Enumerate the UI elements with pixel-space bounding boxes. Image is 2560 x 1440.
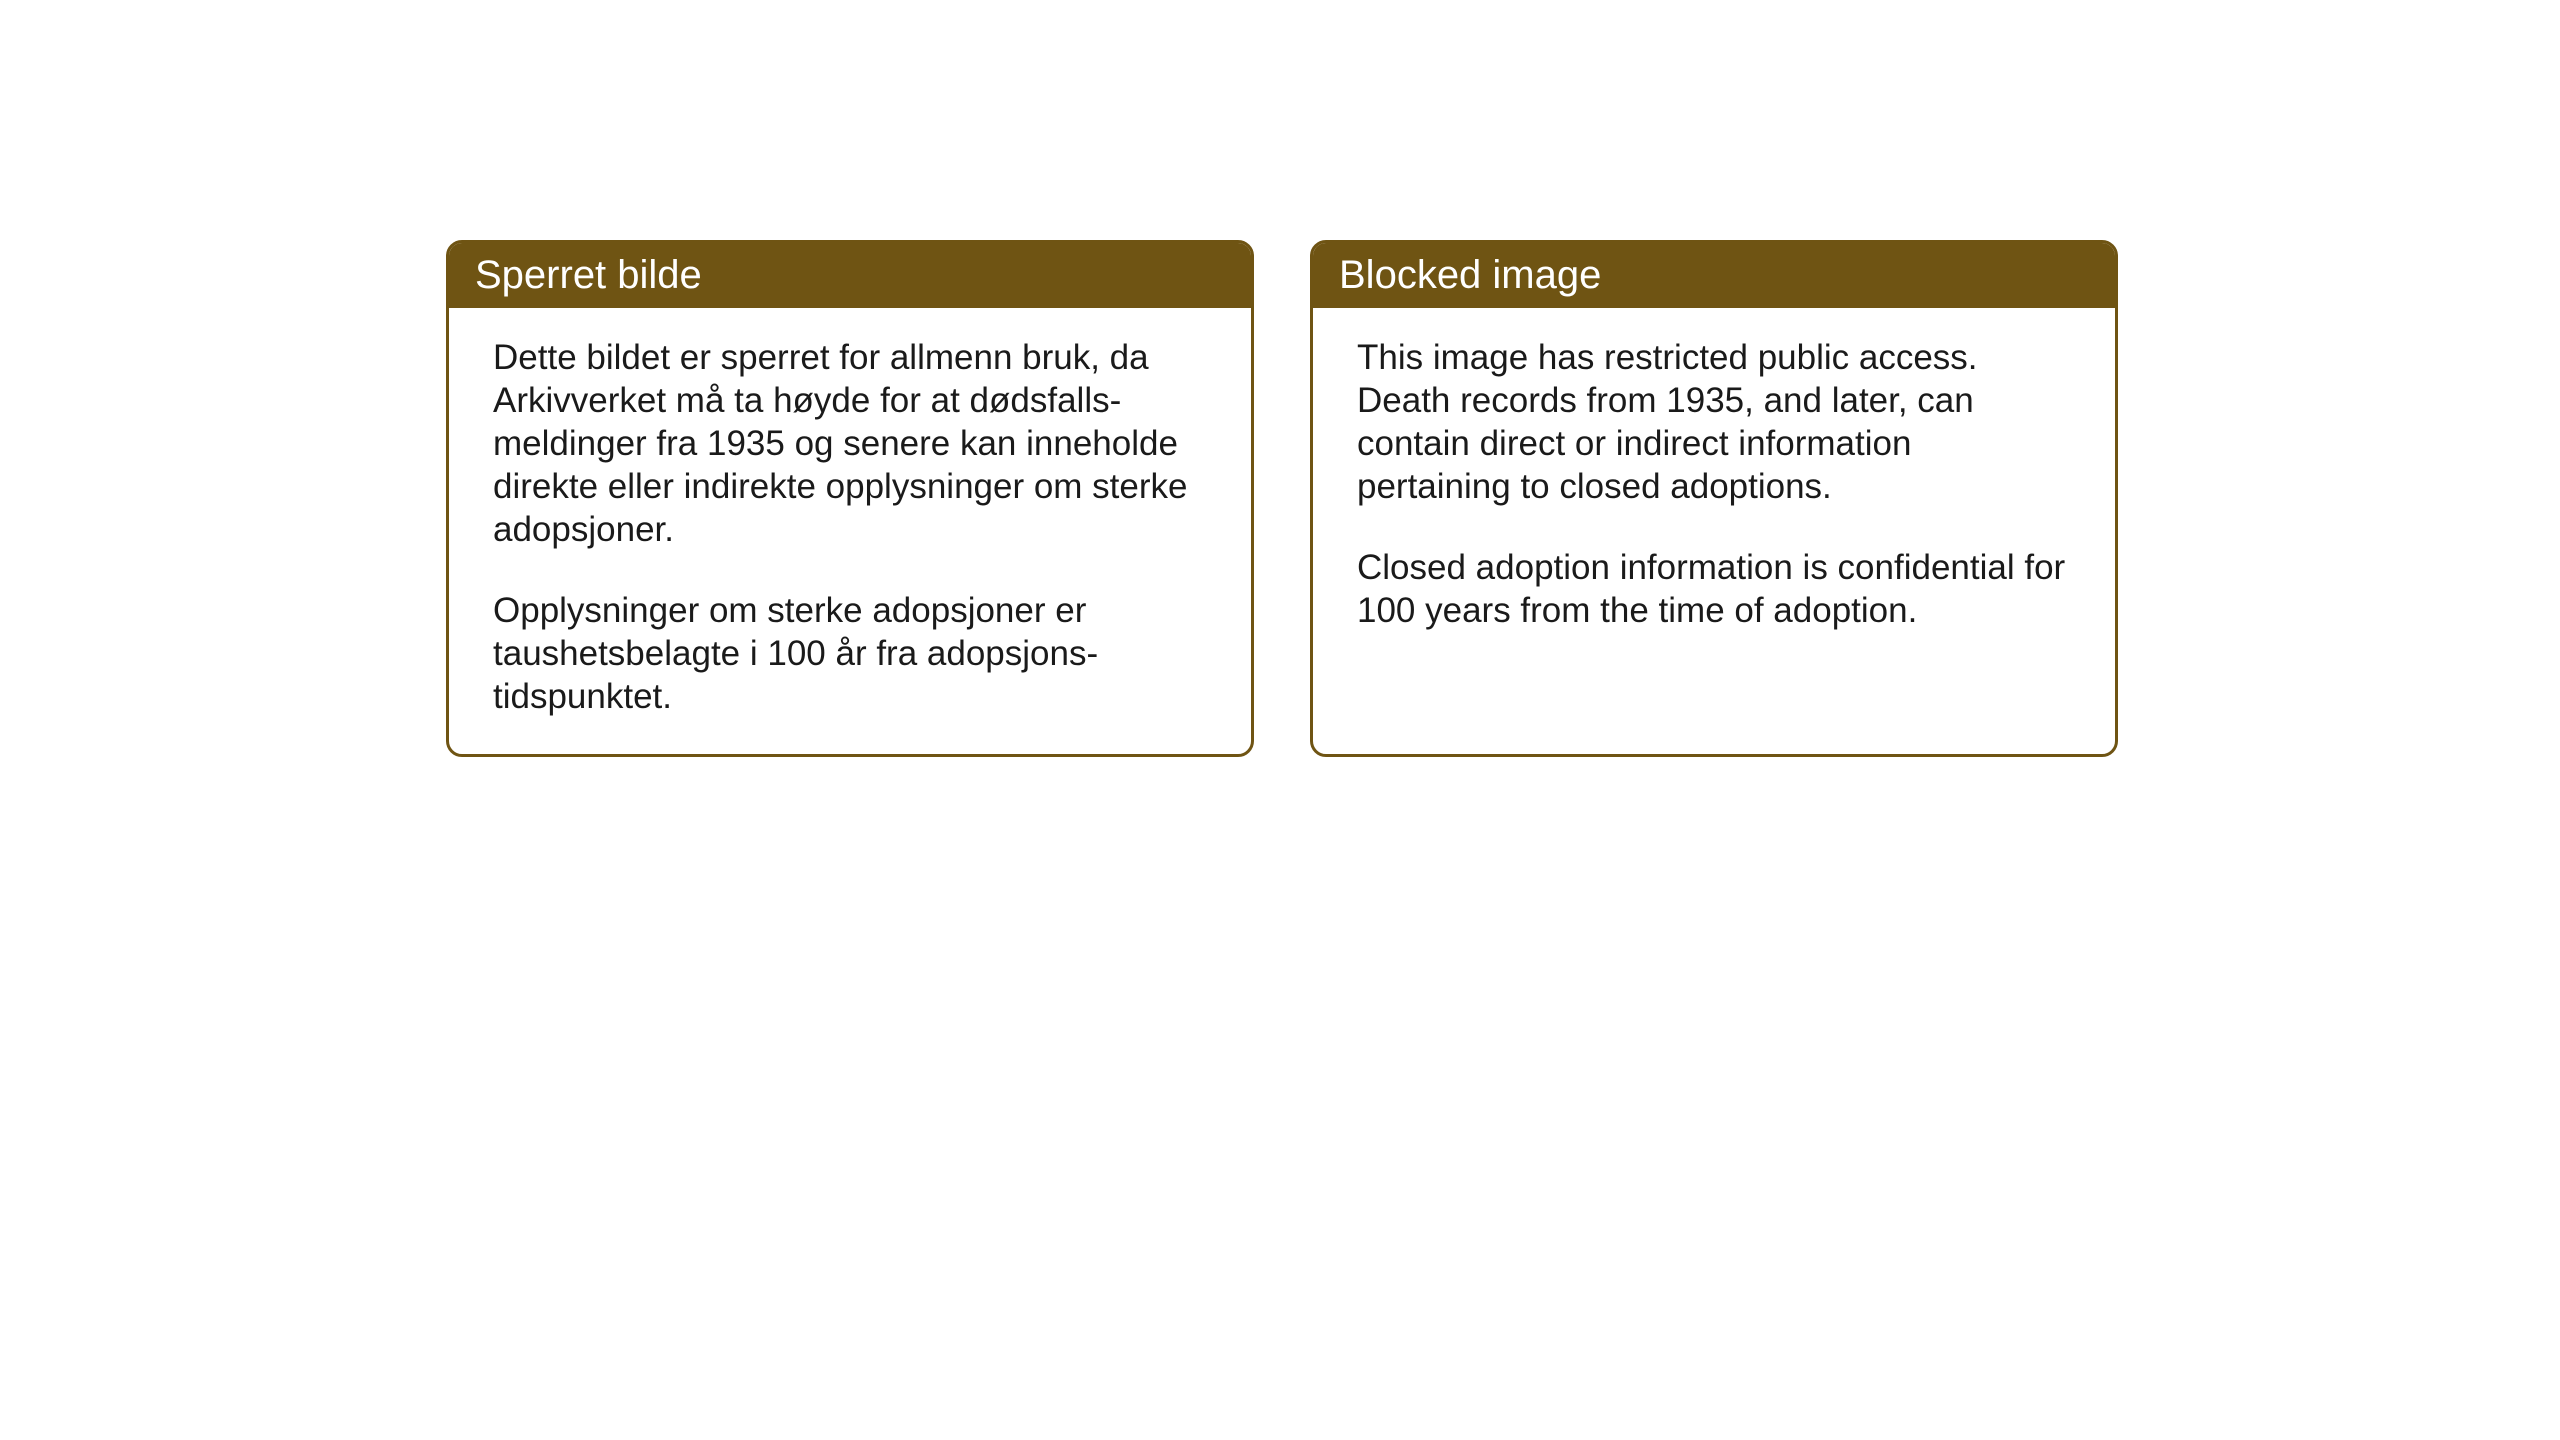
notice-card-english: Blocked image This image has restricted …: [1310, 240, 2118, 757]
card-paragraph-1-english: This image has restricted public access.…: [1357, 336, 2071, 508]
card-body-norwegian: Dette bildet er sperret for allmenn bruk…: [449, 308, 1251, 754]
card-paragraph-1-norwegian: Dette bildet er sperret for allmenn bruk…: [493, 336, 1207, 551]
card-paragraph-2-norwegian: Opplysninger om sterke adopsjoner er tau…: [493, 589, 1207, 718]
card-title-english: Blocked image: [1339, 253, 1601, 297]
card-body-english: This image has restricted public access.…: [1313, 308, 2115, 668]
notice-container: Sperret bilde Dette bildet er sperret fo…: [446, 240, 2118, 757]
card-paragraph-2-english: Closed adoption information is confident…: [1357, 546, 2071, 632]
card-title-norwegian: Sperret bilde: [475, 253, 702, 297]
notice-card-norwegian: Sperret bilde Dette bildet er sperret fo…: [446, 240, 1254, 757]
card-header-english: Blocked image: [1313, 243, 2115, 308]
card-header-norwegian: Sperret bilde: [449, 243, 1251, 308]
